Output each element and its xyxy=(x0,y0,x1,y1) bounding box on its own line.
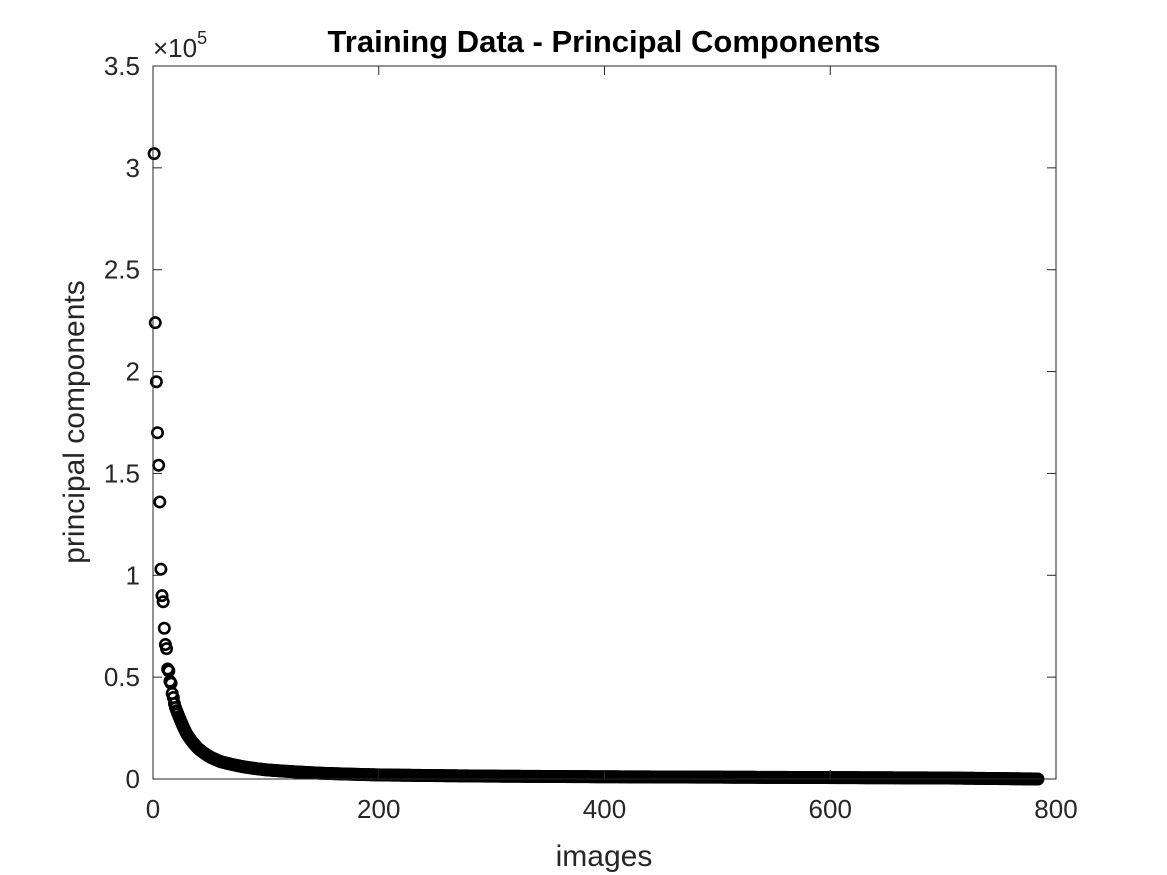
data-point xyxy=(152,458,166,472)
x-tick-label: 600 xyxy=(809,794,852,824)
data-markers xyxy=(147,147,1045,786)
y-tick-label: 2.5 xyxy=(104,255,140,285)
x-axis-label: images xyxy=(556,840,653,873)
y-tick-label: 3.5 xyxy=(104,51,140,81)
y-tick-label: 1.5 xyxy=(104,458,140,488)
y-multiplier-base: ×10 xyxy=(153,33,197,63)
y-tick-label: 3 xyxy=(126,153,140,183)
data-point xyxy=(160,642,174,656)
data-point xyxy=(151,426,165,440)
chart-title: Training Data - Principal Components xyxy=(328,24,881,59)
x-tick-label: 0 xyxy=(146,794,160,824)
x-tick-label: 400 xyxy=(583,794,626,824)
y-tick-label: 2 xyxy=(126,357,140,387)
data-point xyxy=(153,495,167,509)
data-point xyxy=(149,375,163,389)
y-multiplier-exponent: 5 xyxy=(197,28,207,48)
y-axis-label: principal components xyxy=(58,280,91,564)
y-tick-label: 1 xyxy=(126,560,140,590)
plot-box xyxy=(152,65,1057,780)
data-point xyxy=(147,147,161,161)
y-tick-label: 0 xyxy=(126,764,140,794)
data-point xyxy=(157,621,171,635)
data-point xyxy=(156,595,170,609)
data-point xyxy=(148,316,162,330)
y-multiplier: ×105 xyxy=(153,28,207,63)
data-point xyxy=(154,562,168,576)
x-tick-label: 800 xyxy=(1034,794,1077,824)
y-axis: 0 0.5 1 1.5 2 2.5 3 3.5 xyxy=(104,51,1056,794)
x-axis: 0 200 400 600 800 xyxy=(146,66,1078,824)
y-tick-label: 0.5 xyxy=(104,662,140,692)
data-point xyxy=(155,589,169,603)
x-tick-label: 200 xyxy=(357,794,400,824)
